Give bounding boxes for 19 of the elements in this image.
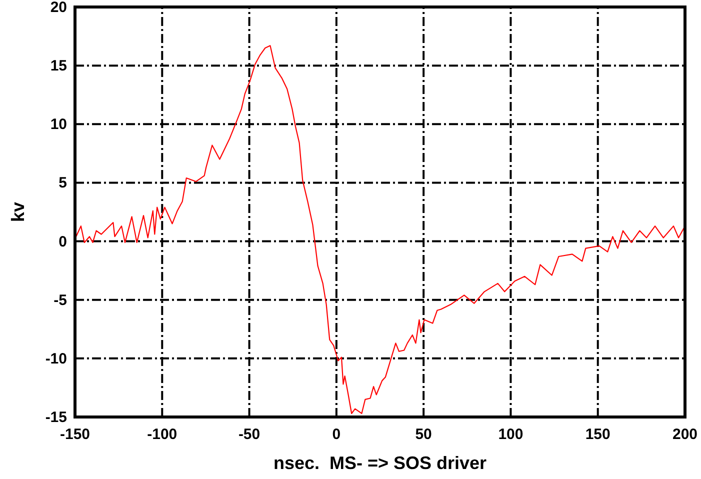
y-tick-label: -10: [45, 350, 67, 368]
x-tick-label: 100: [498, 426, 524, 443]
y-axis-title: kv: [8, 202, 28, 222]
x-tick-label: 0: [332, 426, 341, 443]
y-tick-label: 15: [50, 58, 67, 75]
x-tick-label: 50: [415, 426, 432, 443]
x-tick-label: 200: [672, 426, 698, 443]
y-tick-label: 0: [58, 233, 67, 250]
x-tick-label: -100: [147, 426, 178, 443]
y-tick-label: -15: [45, 409, 67, 426]
x-axis-title: nsec. MS- => SOS driver: [273, 453, 487, 473]
x-tick-label: 150: [585, 426, 610, 443]
y-tick-label: 10: [50, 116, 67, 134]
y-tick-label: 20: [50, 0, 67, 16]
y-tick-label: -5: [54, 292, 67, 309]
y-tick-label: 5: [58, 174, 67, 192]
x-tick-label: -150: [60, 426, 90, 443]
x-tick-label: -50: [238, 426, 260, 443]
line-series: [74, 45, 686, 414]
